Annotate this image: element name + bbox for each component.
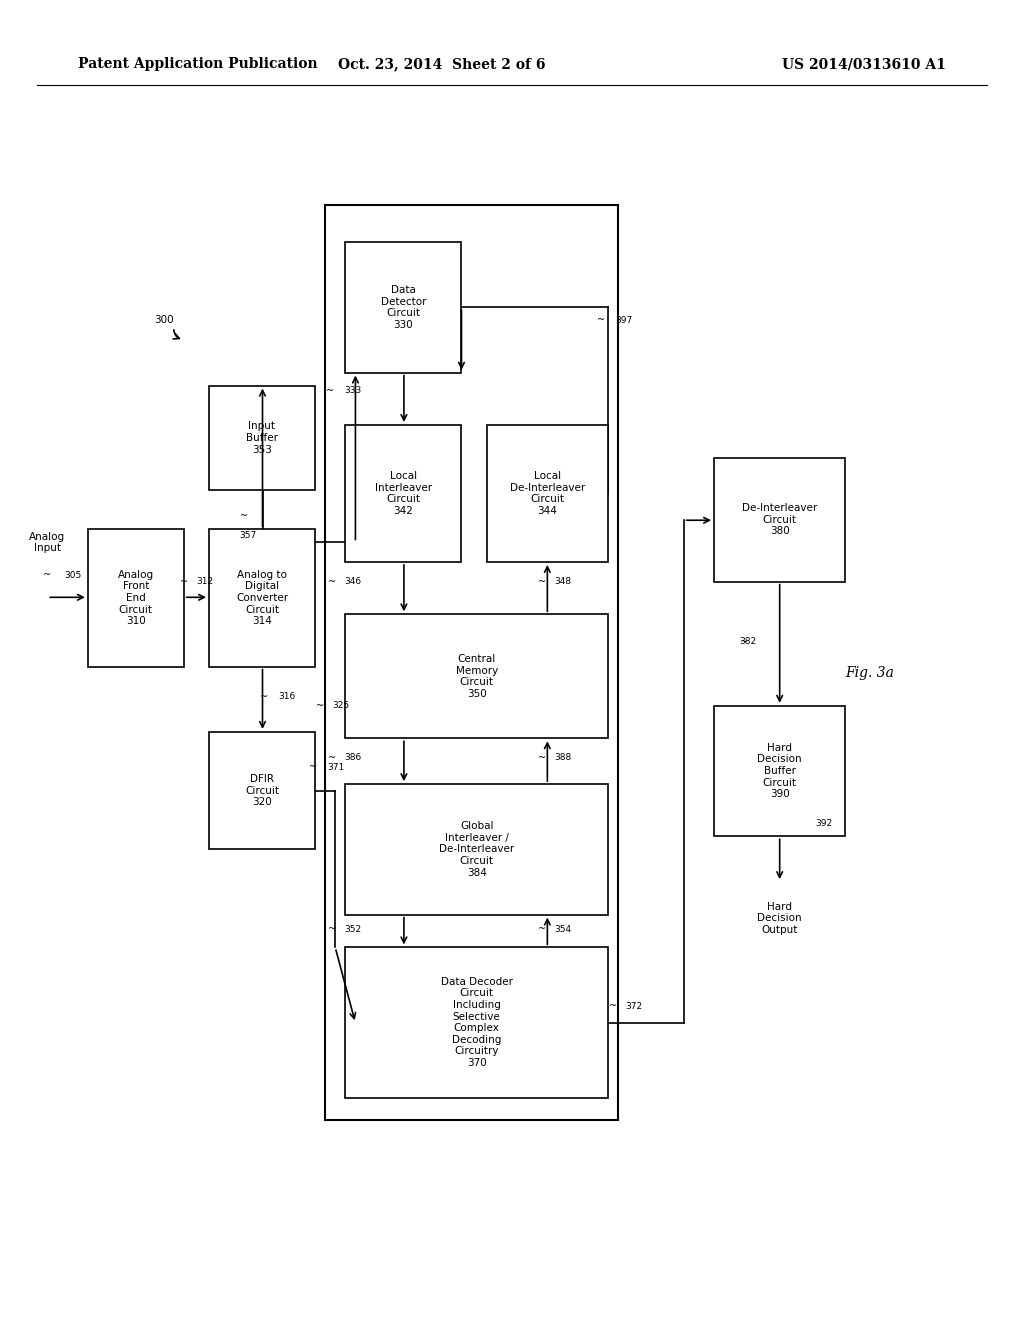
- Text: 386: 386: [344, 754, 361, 763]
- Text: ~: ~: [328, 924, 336, 935]
- Text: ~: ~: [609, 1001, 617, 1011]
- Text: Analog to
Digital
Converter
Circuit
314: Analog to Digital Converter Circuit 314: [236, 570, 288, 626]
- Bar: [486, 425, 608, 562]
- Bar: [714, 706, 846, 837]
- Bar: [345, 614, 608, 738]
- Text: Data
Detector
Circuit
330: Data Detector Circuit 330: [381, 285, 426, 330]
- Text: ~: ~: [740, 636, 749, 647]
- Text: Hard
Decision
Output: Hard Decision Output: [758, 902, 802, 935]
- Text: 372: 372: [625, 1002, 642, 1011]
- Text: Analog
Input: Analog Input: [30, 532, 66, 553]
- Text: ~: ~: [328, 752, 336, 763]
- Bar: [209, 385, 315, 490]
- Text: 397: 397: [615, 315, 632, 325]
- Text: ~: ~: [241, 511, 249, 521]
- Text: 312: 312: [196, 577, 213, 586]
- Text: DFIR
Circuit
320: DFIR Circuit 320: [245, 774, 279, 808]
- Text: Fig. 3a: Fig. 3a: [846, 667, 894, 680]
- Text: Data Decoder
Circuit
Including
Selective
Complex
Decoding
Circuitry
370: Data Decoder Circuit Including Selective…: [440, 977, 513, 1068]
- Text: ~: ~: [597, 315, 605, 326]
- Text: 352: 352: [344, 924, 361, 933]
- Text: 325: 325: [332, 701, 349, 710]
- Text: 348: 348: [554, 577, 571, 586]
- Text: Local
De-Interleaver
Circuit
344: Local De-Interleaver Circuit 344: [510, 471, 585, 516]
- Text: ~: ~: [43, 570, 51, 579]
- Bar: [326, 206, 618, 1119]
- Bar: [209, 529, 315, 667]
- Text: ~: ~: [539, 924, 547, 935]
- Text: ~: ~: [260, 692, 268, 701]
- Bar: [345, 784, 608, 915]
- Text: 346: 346: [344, 577, 361, 586]
- Text: Input
Buffer
353: Input Buffer 353: [246, 421, 278, 454]
- Text: Central
Memory
Circuit
350: Central Memory Circuit 350: [456, 653, 498, 698]
- Text: Analog
Front
End
Circuit
310: Analog Front End Circuit 310: [118, 570, 154, 626]
- Bar: [345, 948, 608, 1097]
- Bar: [88, 529, 183, 667]
- Text: Local
Interleaver
Circuit
342: Local Interleaver Circuit 342: [375, 471, 432, 516]
- Text: ~: ~: [179, 577, 187, 586]
- Text: ~: ~: [326, 385, 334, 396]
- Bar: [209, 731, 315, 849]
- Text: 357: 357: [240, 532, 256, 540]
- Text: 382: 382: [739, 638, 757, 647]
- Text: 392: 392: [815, 818, 833, 828]
- Text: 305: 305: [65, 570, 82, 579]
- Text: ~: ~: [539, 577, 547, 586]
- Bar: [714, 458, 846, 582]
- Text: 300: 300: [154, 315, 173, 326]
- Text: 388: 388: [554, 754, 571, 763]
- Text: ~: ~: [316, 701, 325, 710]
- Text: Oct. 23, 2014  Sheet 2 of 6: Oct. 23, 2014 Sheet 2 of 6: [338, 57, 545, 71]
- Text: Global
Interleaver /
De-Interleaver
Circuit
384: Global Interleaver / De-Interleaver Circ…: [439, 821, 514, 878]
- Text: ~: ~: [328, 577, 336, 586]
- Bar: [345, 425, 462, 562]
- Text: 316: 316: [279, 692, 296, 701]
- Text: Hard
Decision
Buffer
Circuit
390: Hard Decision Buffer Circuit 390: [758, 743, 802, 799]
- Text: 354: 354: [554, 924, 571, 933]
- Bar: [345, 242, 462, 372]
- Text: ~: ~: [309, 762, 317, 772]
- Text: 371: 371: [327, 763, 344, 772]
- Text: 333: 333: [344, 387, 361, 396]
- Text: Patent Application Publication: Patent Application Publication: [78, 57, 317, 71]
- Text: De-Interleaver
Circuit
380: De-Interleaver Circuit 380: [742, 503, 817, 536]
- Text: ~: ~: [539, 752, 547, 763]
- Text: US 2014/0313610 A1: US 2014/0313610 A1: [782, 57, 946, 71]
